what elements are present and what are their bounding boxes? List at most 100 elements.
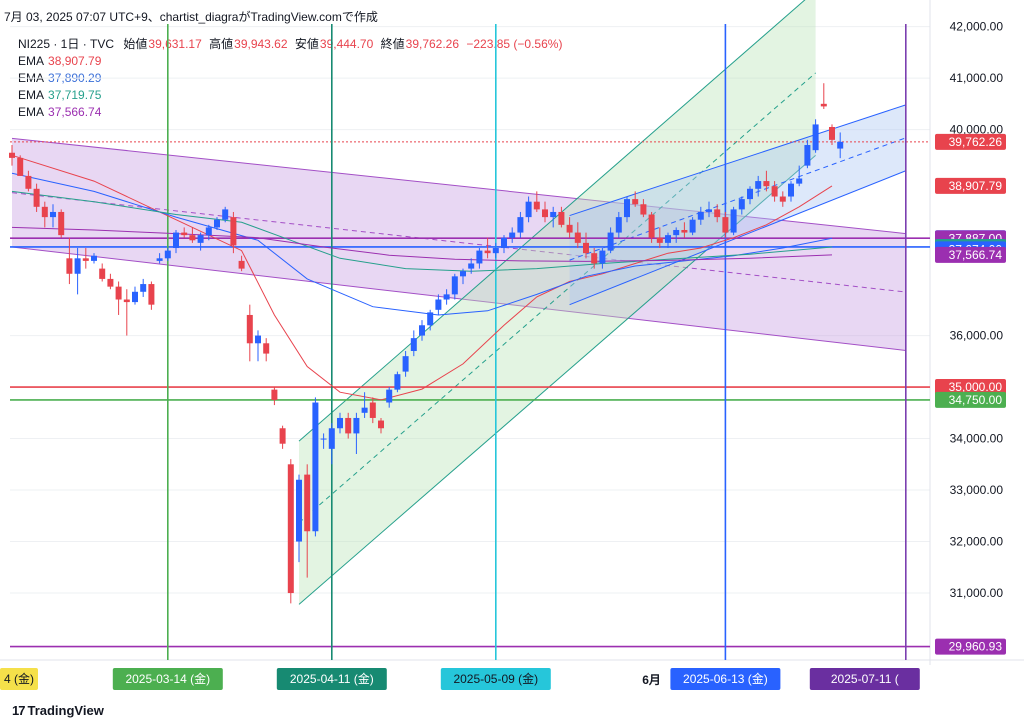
candle-body xyxy=(189,235,196,241)
legend-ohlc-row[interactable]: NI225 · 1日 · TVC 始値39,631.17 高値39,943.62… xyxy=(18,36,566,53)
candle-body xyxy=(755,181,762,189)
candle-body xyxy=(583,242,589,254)
candle-body xyxy=(378,420,384,429)
candle-body xyxy=(771,186,778,197)
channel-mid-line xyxy=(11,192,906,293)
legend-low-label: 安値 xyxy=(294,37,319,51)
date-badge xyxy=(440,668,551,690)
ema-line xyxy=(11,154,833,401)
candle-body xyxy=(689,219,696,233)
candle-body xyxy=(673,229,680,236)
candle-body xyxy=(173,232,179,249)
date-badge-text: 4 (金) xyxy=(4,671,34,686)
candle-body xyxy=(697,211,704,220)
date-badge xyxy=(112,668,223,690)
candle-body xyxy=(509,232,516,238)
candle-body xyxy=(714,209,721,218)
candle-body xyxy=(222,209,229,220)
candle-body xyxy=(599,250,606,264)
legend-ema-label: EMA xyxy=(18,88,45,102)
legend-low-value: 39,444.70 xyxy=(319,37,374,51)
channel-mid-line xyxy=(298,72,816,524)
legend-open-label: 始値 xyxy=(123,37,148,51)
candle-body xyxy=(542,209,548,218)
candle-body xyxy=(74,258,81,274)
candle-body xyxy=(279,428,286,444)
candle-body xyxy=(263,343,270,354)
price-label-text: 29,960.93 xyxy=(949,640,1003,654)
date-badge-text: 2025-07-11 ( xyxy=(831,672,899,686)
price-tick-label: 41,000.00 xyxy=(950,71,1004,85)
candle-body xyxy=(476,250,483,264)
candle-body xyxy=(123,299,130,303)
candle-body xyxy=(525,201,532,218)
candle-body xyxy=(41,206,48,218)
price-label-text: 38,907.79 xyxy=(949,179,1003,193)
chart-header: 7月 03, 2025 07:07 UTC+9、chartist_diagraが… xyxy=(4,10,378,24)
price-label-text: 34,750.00 xyxy=(949,393,1003,407)
candle-body xyxy=(501,237,507,249)
candle-body xyxy=(238,260,245,269)
legend-ema-row[interactable]: EMA 38,907.79 xyxy=(18,53,566,70)
price-label-badge xyxy=(935,246,1006,263)
candle-body xyxy=(558,211,565,225)
candle-body xyxy=(320,438,327,440)
price-tick-label: 40,000.00 xyxy=(950,123,1004,137)
candle-body xyxy=(788,183,794,197)
channel-mid-line xyxy=(569,137,906,261)
date-badge xyxy=(0,668,38,690)
candle-body xyxy=(624,199,630,218)
price-tick-label: 36,000.00 xyxy=(950,329,1004,343)
candle-body xyxy=(82,258,89,261)
legend-high-value: 39,943.62 xyxy=(234,37,288,51)
price-tick-label: 33,000.00 xyxy=(950,483,1004,497)
channel-upper-line xyxy=(11,137,906,235)
candle-body xyxy=(33,188,40,207)
price-tick-label: 31,000.00 xyxy=(950,586,1004,600)
candle-body xyxy=(419,325,425,336)
date-badge-text: 2025-06-13 (金) xyxy=(683,671,768,686)
legend-high-label: 高値 xyxy=(209,37,234,51)
candle-body xyxy=(468,263,475,269)
candle-body xyxy=(214,219,220,228)
price-label-badge xyxy=(935,133,1006,150)
candle-body xyxy=(99,268,106,279)
candle-body xyxy=(615,217,622,233)
channel-fill xyxy=(569,104,906,305)
candle-body xyxy=(656,237,663,243)
candle-body xyxy=(427,312,434,326)
legend-ema-value: 37,719.75 xyxy=(48,88,102,102)
candle-body xyxy=(181,232,188,236)
candle-body xyxy=(107,278,114,287)
tradingview-logo-icon: 17 xyxy=(12,703,26,718)
legend-ema-row[interactable]: EMA 37,566.74 xyxy=(18,104,566,121)
candle-body xyxy=(50,211,56,218)
channels-layer xyxy=(11,0,906,605)
candle-body xyxy=(722,217,729,233)
tradingview-logo[interactable]: 17 TradingView xyxy=(12,703,104,718)
date-badge-text: 2025-04-11 (金) xyxy=(290,671,374,686)
candle-body xyxy=(312,402,319,532)
candle-body xyxy=(829,126,835,140)
legend-ema-label: EMA xyxy=(18,54,45,68)
price-tick-label: 32,000.00 xyxy=(950,535,1004,549)
candle-body xyxy=(287,464,294,594)
candle-body xyxy=(607,232,614,251)
channel-lower-line xyxy=(11,246,906,351)
candle-body xyxy=(632,199,639,205)
legend-ema-value: 37,566.74 xyxy=(48,105,102,119)
price-label-text: 35,000.00 xyxy=(949,380,1003,394)
candle-body xyxy=(402,356,409,372)
ema-layer xyxy=(11,154,833,401)
ema-line xyxy=(11,226,833,262)
candle-body xyxy=(533,201,540,210)
candle-body xyxy=(140,284,147,292)
candle-body xyxy=(738,199,745,210)
legend-ema-row[interactable]: EMA 37,719.75 xyxy=(18,87,566,104)
price-label-badge xyxy=(935,391,1006,408)
legend-close-label: 終値 xyxy=(380,37,405,51)
legend-change-value: −223.85 (−0.56%) xyxy=(466,37,563,51)
candle-body xyxy=(148,284,155,305)
